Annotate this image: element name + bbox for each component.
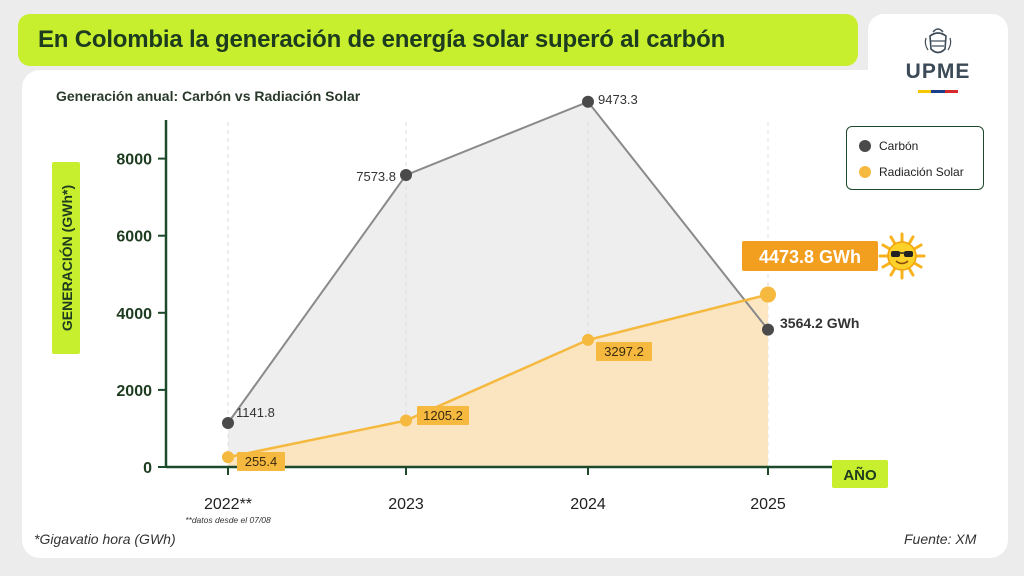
coal-point: [400, 169, 412, 182]
sun-ray: [889, 267, 896, 277]
sun-ray: [881, 262, 891, 269]
x-axis-label: AÑO: [843, 466, 877, 484]
coal-data-label: 9473.3: [598, 92, 638, 107]
sun-ray: [881, 243, 891, 250]
sunglasses-lens: [904, 251, 913, 257]
logo-text: UPME: [905, 60, 971, 83]
chart-subtitle: Generación anual: Carbón vs Radiación So…: [56, 88, 361, 104]
sunglasses-lens: [891, 251, 900, 257]
solar-line: [227, 293, 769, 459]
solar-point: [760, 286, 776, 303]
legend-swatch-solar: [859, 166, 871, 178]
coal-point: [762, 323, 774, 336]
sun-ray: [889, 235, 896, 245]
solar-point: [582, 333, 594, 346]
sun-icon: [878, 232, 926, 280]
solar-point: [222, 451, 234, 464]
solar-data-label: 1205.2: [423, 408, 463, 423]
solar-data-label-box: [237, 452, 285, 471]
x-axis-label-box: [832, 460, 888, 488]
source-note: Fuente: XM: [904, 531, 977, 547]
x-tick-label: 2023: [388, 496, 424, 513]
y-tick-label: 2000: [116, 383, 152, 400]
coal-point: [582, 95, 594, 108]
x-tick-label: 2024: [570, 496, 606, 513]
page-title: En Colombia la generación de energía sol…: [38, 26, 726, 53]
solar-data-label-box: [417, 406, 469, 425]
y-axis-label-box: [52, 162, 80, 354]
coal-point: [222, 416, 234, 429]
sun-ray: [913, 243, 923, 250]
solar-data-label: 4473.8 GWh: [759, 247, 861, 267]
sun-ray: [908, 267, 915, 277]
x-tick-label: 2022**: [204, 496, 252, 513]
y-tick-label: 6000: [116, 229, 152, 246]
solar-data-label-box: [596, 342, 652, 361]
y-axis-label: GENERACIÓN (GWh*): [58, 185, 75, 331]
y-tick-label: 0: [143, 460, 152, 477]
solar-data-label: 255.4: [245, 454, 278, 469]
unit-footnote: *Gigavatio hora (GWh): [34, 531, 176, 547]
sun-smile: [895, 260, 909, 265]
title-banner: En Colombia la generación de energía sol…: [18, 14, 858, 66]
coal-data-label: 1141.8: [236, 405, 275, 420]
coal-data-label: 7573.8: [356, 169, 396, 184]
coal-data-label: 3564.2 GWh: [780, 315, 859, 331]
x-category-note: **datos desde el 07/08: [185, 515, 271, 525]
coat-of-arms-icon: [924, 28, 952, 54]
legend-label-coal: Carbón: [879, 139, 919, 153]
y-tick-label: 4000: [116, 306, 152, 323]
coal-line: [227, 100, 769, 424]
flag-stripe: [918, 90, 958, 93]
logo-card: [868, 14, 1008, 110]
legend-item-coal: Carbón: [859, 139, 918, 153]
sun-face: [887, 241, 917, 271]
solar-highlight-box: [742, 241, 878, 271]
x-tick-label: 2025: [750, 496, 786, 513]
sun-ray: [913, 262, 923, 269]
solar-point: [400, 414, 412, 427]
solar-data-label: 3297.2: [604, 344, 644, 359]
legend-item-solar: Radiación Solar: [859, 165, 964, 179]
legend-label-solar: Radiación Solar: [879, 165, 964, 179]
sun-ray: [908, 235, 915, 245]
legend-swatch-coal: [859, 140, 871, 152]
chart-legend: Carbón Radiación Solar: [846, 126, 984, 190]
y-tick-label: 8000: [116, 152, 152, 169]
